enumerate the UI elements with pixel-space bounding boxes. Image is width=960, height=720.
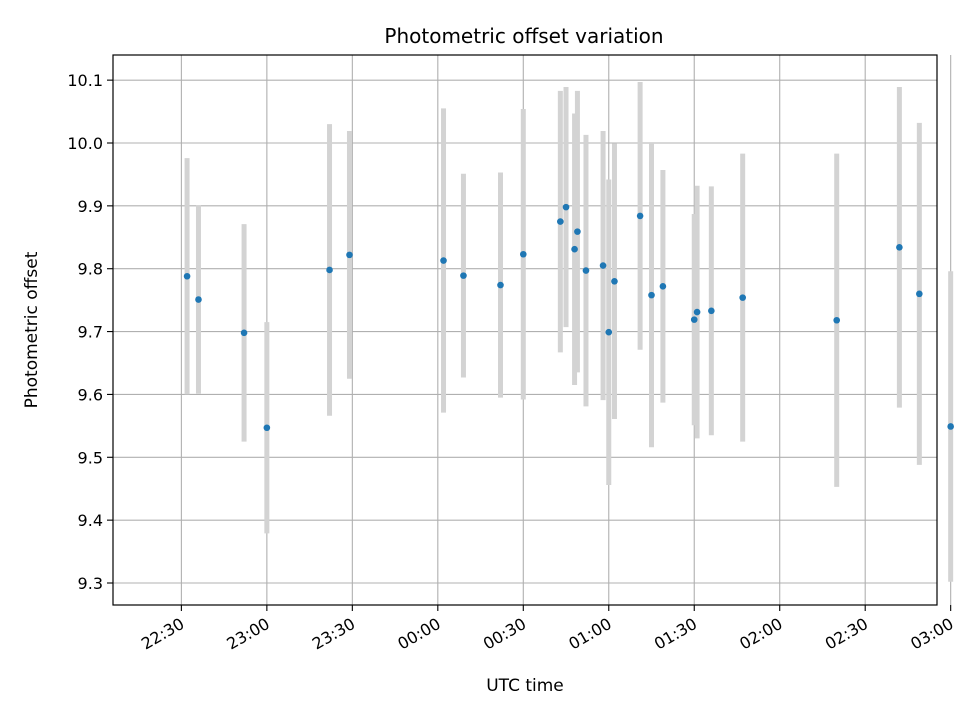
data-point bbox=[582, 267, 590, 274]
data-point bbox=[497, 281, 504, 289]
grid bbox=[113, 55, 952, 605]
data-point bbox=[690, 316, 698, 323]
y-tick-label: 9.5 bbox=[78, 448, 103, 467]
data-points bbox=[183, 203, 954, 432]
data-point bbox=[346, 251, 353, 259]
y-tick-label: 9.3 bbox=[78, 574, 103, 593]
x-tick-label: 02:00 bbox=[736, 614, 785, 654]
data-point bbox=[947, 423, 954, 430]
data-point bbox=[636, 212, 644, 220]
x-tick-label: 00:00 bbox=[394, 614, 443, 654]
x-tick-label: 00:30 bbox=[480, 614, 529, 654]
y-tick-label: 9.8 bbox=[78, 260, 103, 279]
data-point bbox=[659, 283, 667, 290]
x-tick-label: 23:30 bbox=[309, 614, 358, 654]
y-tick-label: 10.0 bbox=[67, 134, 103, 153]
y-tick-label: 9.7 bbox=[78, 323, 103, 342]
y-tick-label: 9.9 bbox=[78, 197, 103, 216]
x-tick-label: 02:30 bbox=[822, 614, 871, 654]
x-axis-label: UTC time bbox=[486, 676, 564, 696]
y-tick-label: 10.1 bbox=[67, 71, 103, 90]
x-tick-label: 03:00 bbox=[907, 614, 956, 654]
data-point bbox=[611, 277, 618, 285]
data-point bbox=[263, 424, 271, 432]
y-axis-label: Photometric offset bbox=[22, 251, 42, 408]
data-point bbox=[460, 272, 467, 279]
data-point bbox=[519, 250, 527, 258]
x-tick-label: 01:30 bbox=[651, 614, 700, 654]
y-axis: 9.3 9.4 9.5 9.6 9.7 9.8 9.9 10.0 10.1 bbox=[67, 71, 113, 593]
x-tick-label: 22:30 bbox=[138, 614, 187, 654]
data-point bbox=[599, 262, 607, 269]
x-tick-label: 23:00 bbox=[223, 614, 272, 654]
data-point bbox=[574, 228, 581, 235]
data-point bbox=[183, 272, 191, 280]
data-point bbox=[648, 291, 655, 299]
data-point bbox=[916, 290, 923, 298]
data-point bbox=[557, 218, 564, 225]
data-point bbox=[605, 328, 613, 336]
x-axis: 22:30 23:00 23:30 00:00 00:30 01:00 01:30 02:00… bbox=[138, 605, 957, 654]
x-tick-label: 01:00 bbox=[565, 614, 614, 654]
data-point bbox=[833, 316, 841, 324]
data-point bbox=[195, 296, 202, 303]
data-point bbox=[708, 307, 715, 315]
y-tick-label: 9.6 bbox=[78, 385, 103, 404]
data-point bbox=[739, 294, 746, 301]
data-point bbox=[693, 308, 701, 316]
data-point bbox=[562, 203, 570, 211]
data-point bbox=[571, 245, 578, 253]
data-point bbox=[896, 244, 903, 251]
data-point bbox=[240, 329, 248, 337]
data-point bbox=[326, 266, 333, 274]
data-point bbox=[440, 257, 447, 264]
chart-title: Photometric offset variation bbox=[384, 24, 663, 48]
y-tick-label: 9.4 bbox=[78, 511, 103, 530]
plot-frame bbox=[112, 54, 938, 606]
